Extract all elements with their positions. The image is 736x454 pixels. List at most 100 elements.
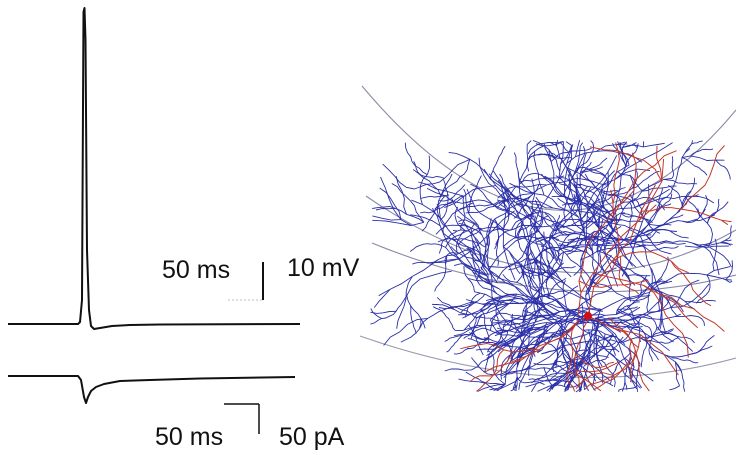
dendrite-branch [562, 280, 567, 308]
dendrite-branch [419, 155, 431, 205]
dendrite-branch [590, 140, 594, 144]
dendrite-branch [575, 389, 580, 393]
dendrite-branch [659, 295, 664, 330]
dendrite-branch [535, 237, 560, 255]
dendrite-branch [644, 328, 675, 341]
dendrite-branch [513, 152, 535, 195]
dendrite-branch [503, 246, 524, 279]
dendrite-branch [601, 321, 643, 328]
dendrite-branch [443, 233, 485, 256]
axon-branch [632, 152, 637, 191]
dendrite-branch [686, 335, 715, 356]
dendrite-branch [535, 258, 545, 293]
neuron-soma [584, 312, 592, 320]
dendrite-branch [573, 146, 586, 175]
dendrite-branch [606, 337, 649, 343]
dendrite-branch [571, 143, 595, 179]
dendrite-branch [669, 385, 680, 391]
dendrite-branch [655, 289, 696, 310]
dendrite-branch [370, 310, 397, 314]
dendrite-branch [430, 210, 515, 264]
dendrite-branch [720, 277, 731, 283]
axon-branch [640, 207, 732, 223]
dendrite-branch [535, 231, 611, 244]
dendrite-branch [674, 315, 706, 326]
dendrite-branch [617, 171, 643, 192]
dendrite-branch [565, 141, 572, 146]
axon-branch [612, 142, 620, 204]
dendrite-branch [546, 383, 555, 392]
dendrite-branch [412, 169, 442, 197]
dendrite-branch [544, 293, 582, 318]
current-scale-time-label: 50 ms [155, 423, 224, 451]
dendrite-branch [485, 293, 561, 313]
dendrite-branch [499, 173, 520, 202]
dendrite-branch [487, 341, 509, 353]
dendrite-branch [458, 222, 487, 268]
dendrite-branch [684, 140, 694, 153]
dendrite-branch [583, 191, 619, 287]
dendrite-branch [465, 298, 547, 310]
dendrite-branch [563, 287, 612, 323]
dendrite-branch [486, 340, 503, 356]
dendrite-branch [454, 206, 466, 231]
dendrite-branch [640, 274, 648, 294]
dendrite-branch [539, 308, 601, 351]
dendrite-branch [578, 237, 617, 244]
dendrite-branch [602, 234, 652, 242]
dendrite-branch [540, 244, 555, 260]
dendrite-branch [650, 268, 661, 312]
dendrite-branch [546, 285, 579, 305]
dendrite-branch [729, 225, 732, 238]
dendrite-branch [506, 194, 535, 279]
dendrite-branch [523, 271, 541, 294]
dendrite-branch [566, 336, 597, 363]
dendrite-branch [463, 266, 475, 292]
dendrite-branch [594, 286, 650, 319]
dendrite-branch [674, 361, 686, 392]
dendrite-branch [444, 354, 494, 372]
dendrite-branch [453, 229, 487, 248]
dendrite-branch [620, 310, 635, 317]
dendrite-branch [492, 170, 512, 199]
dendrite-branch [498, 202, 510, 218]
dendrite-branch [559, 142, 570, 153]
dendrite-branch [451, 306, 476, 318]
dendrite-branch [436, 203, 446, 227]
dendrite-branch [640, 340, 648, 368]
dendrite-branch [556, 236, 579, 252]
dendrite-branch [729, 280, 733, 283]
dendrite-branch [440, 179, 449, 220]
dendrite-branch [516, 309, 574, 368]
dendrite-branch [629, 242, 646, 268]
dendrite-branch [637, 297, 671, 319]
dendrite-branch [628, 228, 650, 264]
voltage-scale-amplitude-label: 10 mV [287, 254, 360, 282]
dendrite-branch [481, 264, 498, 294]
dendrite-branch [372, 215, 401, 221]
dendrite-branch [551, 360, 578, 368]
dendrite-branch [593, 316, 599, 358]
dendrite-branch [516, 376, 545, 386]
dendrite-branch [510, 384, 518, 392]
dendrite-branch [658, 187, 663, 208]
dendrite-branch [500, 349, 558, 377]
dendrite-branch [600, 164, 630, 192]
dendrite-branch [458, 378, 499, 392]
dendrite-branch [566, 167, 596, 188]
dendrite-branch [520, 310, 529, 336]
dendrite-branch [624, 357, 635, 368]
dendrite-branch [559, 338, 572, 365]
dendrite-branch [622, 141, 628, 148]
current-trace [8, 375, 296, 404]
dendrite-branch [637, 326, 659, 361]
dendrite-branch [465, 199, 520, 219]
dendrite-branch [622, 142, 637, 148]
dendrite-branch [620, 323, 640, 329]
axon-branch [584, 384, 590, 390]
dendrite-branch [600, 186, 637, 195]
dendrite-branch [527, 141, 564, 155]
dendrite-branch [533, 150, 545, 196]
axon-branch [476, 349, 504, 392]
dendrite-branch [495, 321, 530, 332]
